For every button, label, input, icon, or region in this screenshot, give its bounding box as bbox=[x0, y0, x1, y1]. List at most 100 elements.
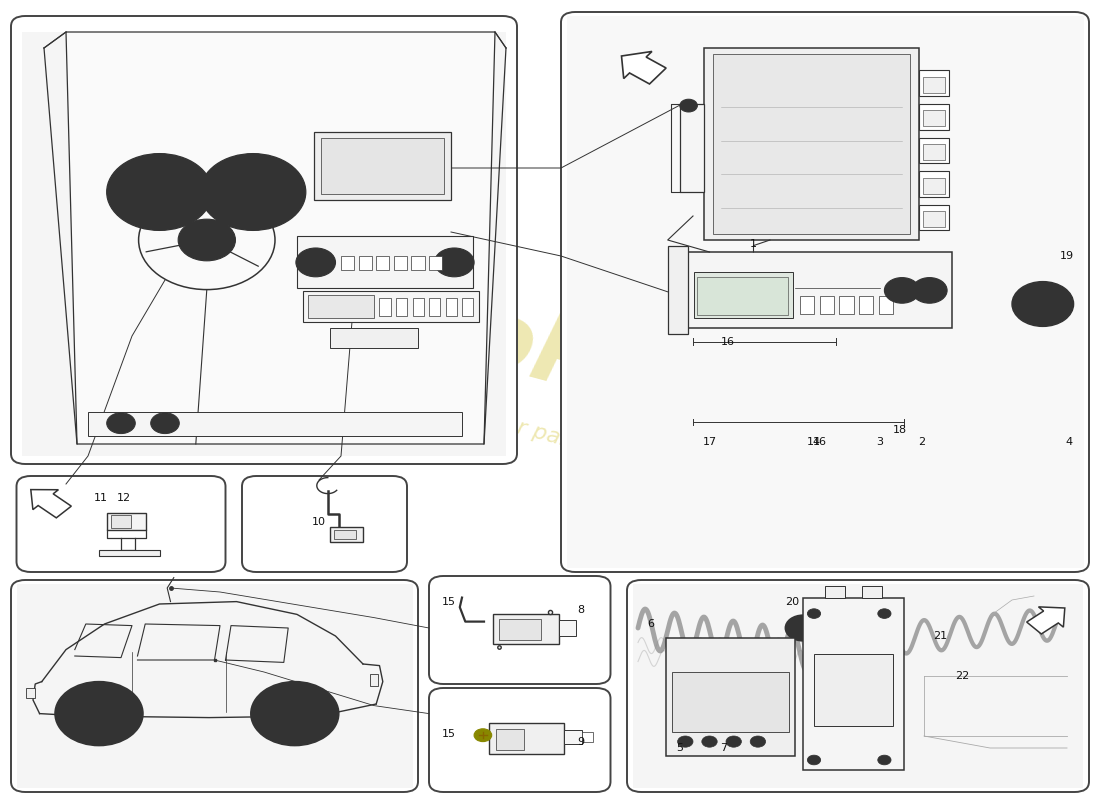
Circle shape bbox=[107, 413, 135, 434]
Circle shape bbox=[878, 755, 891, 765]
FancyBboxPatch shape bbox=[668, 246, 688, 334]
FancyBboxPatch shape bbox=[429, 298, 440, 316]
FancyBboxPatch shape bbox=[11, 16, 517, 464]
Circle shape bbox=[680, 99, 697, 112]
FancyBboxPatch shape bbox=[923, 110, 945, 126]
FancyBboxPatch shape bbox=[800, 296, 814, 314]
Text: 2: 2 bbox=[918, 437, 925, 446]
FancyBboxPatch shape bbox=[26, 688, 35, 698]
Text: M: M bbox=[204, 238, 210, 242]
Circle shape bbox=[296, 248, 336, 277]
Text: 12: 12 bbox=[118, 493, 131, 502]
Circle shape bbox=[702, 736, 717, 747]
FancyBboxPatch shape bbox=[370, 674, 378, 686]
FancyBboxPatch shape bbox=[111, 515, 131, 528]
FancyBboxPatch shape bbox=[394, 256, 407, 270]
Text: 16: 16 bbox=[813, 437, 826, 446]
FancyBboxPatch shape bbox=[582, 732, 593, 742]
FancyBboxPatch shape bbox=[321, 138, 444, 194]
Text: 22: 22 bbox=[956, 671, 969, 681]
Polygon shape bbox=[31, 490, 72, 518]
FancyBboxPatch shape bbox=[496, 729, 524, 750]
Text: 21: 21 bbox=[934, 631, 947, 641]
Circle shape bbox=[474, 729, 492, 742]
FancyBboxPatch shape bbox=[16, 584, 412, 788]
FancyBboxPatch shape bbox=[396, 298, 407, 316]
Text: 6: 6 bbox=[648, 619, 654, 629]
FancyBboxPatch shape bbox=[341, 256, 354, 270]
FancyBboxPatch shape bbox=[411, 256, 425, 270]
FancyBboxPatch shape bbox=[330, 328, 418, 348]
FancyBboxPatch shape bbox=[564, 730, 582, 744]
Text: 14: 14 bbox=[807, 437, 821, 446]
Text: 7: 7 bbox=[720, 743, 727, 753]
Text: 4: 4 bbox=[1066, 437, 1072, 446]
Circle shape bbox=[200, 154, 306, 230]
Text: 15: 15 bbox=[442, 730, 455, 739]
FancyBboxPatch shape bbox=[918, 104, 949, 130]
FancyBboxPatch shape bbox=[704, 48, 918, 240]
FancyBboxPatch shape bbox=[308, 295, 374, 318]
Text: a passion for parts since 1985: a passion for parts since 1985 bbox=[385, 383, 715, 489]
FancyBboxPatch shape bbox=[923, 77, 945, 93]
FancyBboxPatch shape bbox=[923, 211, 945, 227]
FancyBboxPatch shape bbox=[694, 272, 793, 318]
FancyBboxPatch shape bbox=[814, 654, 893, 726]
FancyBboxPatch shape bbox=[713, 54, 910, 234]
Circle shape bbox=[678, 736, 693, 747]
Text: 10: 10 bbox=[312, 517, 326, 526]
Text: 3: 3 bbox=[877, 437, 883, 446]
Circle shape bbox=[785, 615, 821, 641]
Circle shape bbox=[55, 682, 143, 746]
FancyBboxPatch shape bbox=[879, 296, 893, 314]
Text: 5: 5 bbox=[676, 743, 683, 753]
Text: euroParts: euroParts bbox=[288, 245, 812, 467]
Circle shape bbox=[807, 609, 821, 618]
FancyBboxPatch shape bbox=[462, 298, 473, 316]
FancyBboxPatch shape bbox=[820, 296, 834, 314]
FancyBboxPatch shape bbox=[429, 688, 610, 792]
Circle shape bbox=[878, 609, 891, 618]
FancyBboxPatch shape bbox=[680, 104, 704, 192]
Polygon shape bbox=[621, 51, 667, 84]
FancyBboxPatch shape bbox=[446, 298, 456, 316]
Text: 17: 17 bbox=[703, 437, 716, 446]
FancyBboxPatch shape bbox=[627, 580, 1089, 792]
FancyBboxPatch shape bbox=[918, 138, 949, 163]
FancyBboxPatch shape bbox=[803, 598, 904, 770]
Text: 1: 1 bbox=[750, 239, 757, 249]
FancyBboxPatch shape bbox=[559, 620, 576, 636]
FancyBboxPatch shape bbox=[88, 412, 462, 436]
FancyBboxPatch shape bbox=[334, 530, 356, 539]
Circle shape bbox=[1035, 298, 1050, 310]
FancyBboxPatch shape bbox=[918, 205, 949, 230]
FancyBboxPatch shape bbox=[242, 476, 407, 572]
Circle shape bbox=[807, 755, 821, 765]
FancyBboxPatch shape bbox=[99, 550, 160, 556]
FancyBboxPatch shape bbox=[330, 527, 363, 542]
Polygon shape bbox=[1026, 607, 1065, 634]
Circle shape bbox=[1012, 282, 1074, 326]
FancyBboxPatch shape bbox=[493, 614, 559, 644]
FancyBboxPatch shape bbox=[632, 584, 1084, 788]
FancyBboxPatch shape bbox=[429, 256, 442, 270]
FancyBboxPatch shape bbox=[862, 586, 882, 598]
FancyBboxPatch shape bbox=[839, 296, 854, 314]
Circle shape bbox=[796, 623, 810, 633]
Polygon shape bbox=[66, 32, 495, 444]
FancyBboxPatch shape bbox=[825, 586, 845, 598]
Circle shape bbox=[107, 154, 212, 230]
FancyBboxPatch shape bbox=[314, 132, 451, 200]
FancyBboxPatch shape bbox=[107, 513, 146, 530]
Circle shape bbox=[895, 286, 909, 295]
Circle shape bbox=[884, 278, 920, 303]
Text: 16: 16 bbox=[722, 338, 735, 347]
FancyBboxPatch shape bbox=[566, 16, 1084, 568]
FancyBboxPatch shape bbox=[11, 580, 418, 792]
Circle shape bbox=[923, 286, 936, 295]
Circle shape bbox=[268, 694, 321, 733]
Circle shape bbox=[178, 219, 235, 261]
FancyBboxPatch shape bbox=[16, 476, 226, 572]
FancyBboxPatch shape bbox=[302, 291, 478, 322]
Circle shape bbox=[750, 736, 766, 747]
